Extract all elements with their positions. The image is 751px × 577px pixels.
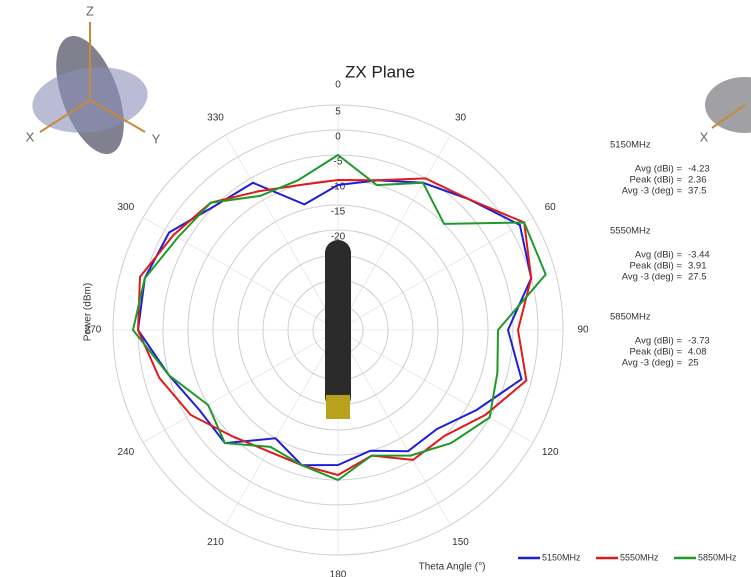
theta-tick-label: 90 bbox=[577, 325, 589, 336]
icon-axis-label: Y bbox=[152, 131, 161, 146]
spoke bbox=[225, 329, 339, 526]
spoke bbox=[142, 329, 339, 443]
icon-axis-label: X bbox=[700, 129, 709, 144]
stats-value: 27.5 bbox=[688, 272, 707, 283]
icon-axis-label: X bbox=[26, 129, 35, 144]
stats-label: Avg -3 (deg) = bbox=[622, 272, 683, 283]
legend-label: 5850MHz bbox=[698, 552, 737, 562]
stats-heading: 5850MHz bbox=[610, 312, 651, 323]
stats-label: Peak (dBi) = bbox=[629, 347, 682, 358]
stats-panel: 5150MHz Avg (dBi) = -4.23 Peak (dBi) = 2.36 A… bbox=[610, 140, 710, 369]
theta-tick-label: 240 bbox=[117, 447, 134, 458]
spoke bbox=[142, 217, 339, 331]
theta-tick-label: 120 bbox=[542, 447, 559, 458]
stats-value: 25 bbox=[688, 358, 699, 369]
spoke bbox=[337, 329, 534, 443]
theta-tick-label: 210 bbox=[207, 537, 224, 548]
series-line bbox=[136, 179, 533, 467]
stats-label: Avg -3 (deg) = bbox=[622, 186, 683, 197]
stats-value: 2.36 bbox=[688, 175, 707, 186]
r-tick-label: 5 bbox=[335, 107, 341, 118]
orientation-icon: Z X Y bbox=[26, 3, 161, 155]
stats-value: 3.91 bbox=[688, 261, 707, 272]
r-tick-label: -15 bbox=[331, 207, 346, 218]
theta-tick-label: 60 bbox=[545, 202, 557, 213]
stats-heading: 5150MHz bbox=[610, 140, 651, 151]
icon-axis-label: Z bbox=[86, 3, 94, 18]
legend-label: 5150MHz bbox=[542, 552, 581, 562]
stats-value: 37.5 bbox=[688, 186, 707, 197]
r-tick-label: -5 bbox=[334, 157, 343, 168]
stats-label: Peak (dBi) = bbox=[629, 261, 682, 272]
spoke bbox=[337, 329, 451, 526]
r-tick-label: 0 bbox=[335, 132, 341, 143]
chart-title: ZX Plane bbox=[345, 62, 415, 81]
theta-tick-label: 300 bbox=[117, 202, 134, 213]
spoke bbox=[225, 134, 339, 331]
r-tick-label: -10 bbox=[331, 182, 346, 193]
stats-value: -4.23 bbox=[688, 164, 710, 175]
x-axis-label: Theta Angle (°) bbox=[419, 562, 486, 573]
legend: 5150MHz 5550MHz 5850MHz bbox=[518, 552, 737, 562]
r-tick-label: -20 bbox=[331, 232, 346, 243]
theta-tick-label: 180 bbox=[330, 570, 347, 577]
stats-value: -3.73 bbox=[688, 336, 710, 347]
theta-tick-label: 270 bbox=[85, 325, 102, 336]
stats-label: Avg (dBi) = bbox=[635, 336, 683, 347]
stats-label: Avg (dBi) = bbox=[635, 164, 683, 175]
series-line bbox=[131, 153, 547, 482]
radial-grid-circle bbox=[237, 229, 439, 431]
stats-label: Avg -3 (deg) = bbox=[622, 358, 683, 369]
orientation-icon-2: X bbox=[700, 77, 751, 144]
stats-label: Avg (dBi) = bbox=[635, 250, 683, 261]
series-lines bbox=[131, 153, 547, 482]
spoke bbox=[337, 134, 451, 331]
stats-heading: 5550MHz bbox=[610, 226, 651, 237]
y-axis-label: Power (dBm) bbox=[83, 283, 94, 341]
theta-tick-label: 30 bbox=[455, 112, 467, 123]
stats-value: -3.44 bbox=[688, 250, 710, 261]
theta-tick-label: 150 bbox=[452, 537, 469, 548]
spoke bbox=[337, 217, 534, 331]
stats-label: Peak (dBi) = bbox=[629, 175, 682, 186]
antenna-image bbox=[325, 240, 351, 419]
radial-grid-circle bbox=[212, 204, 464, 456]
theta-tick-label: 0 bbox=[335, 80, 341, 91]
stats-value: 4.08 bbox=[688, 347, 707, 358]
theta-tick-label: 330 bbox=[207, 112, 224, 123]
legend-label: 5550MHz bbox=[620, 552, 659, 562]
radial-grid-circle bbox=[112, 104, 564, 556]
